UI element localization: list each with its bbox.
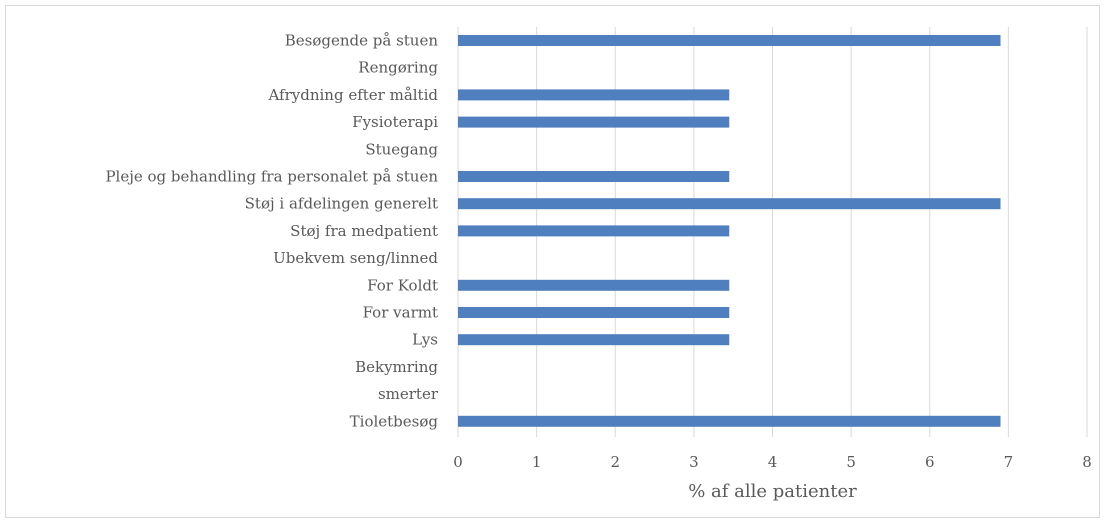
bar [458, 35, 1001, 46]
x-tick-label: 1 [532, 453, 542, 471]
x-tick-label: 8 [1082, 453, 1092, 471]
bar [458, 279, 730, 291]
bar [458, 307, 730, 318]
category-labels: Besøgende på stuen Rengøring Afrydning eft… [105, 32, 438, 431]
bar [458, 198, 1001, 210]
x-tick-label: 6 [925, 453, 935, 471]
bar [458, 415, 1001, 427]
category-label: Fysioterapi [352, 113, 438, 131]
x-axis-title: % af alle patienter [688, 481, 857, 502]
category-label: For Koldt [367, 276, 438, 294]
x-tick-label: 3 [689, 453, 699, 471]
category-label: Støj i afdelingen generelt [245, 195, 438, 213]
category-label: Stuegang [365, 140, 438, 158]
bar [458, 116, 730, 128]
bar [458, 89, 730, 101]
category-label: Støj fra medpatient [290, 222, 438, 240]
category-label: Afrydning efter måltid [267, 86, 438, 104]
category-label: Rengøring [358, 59, 438, 77]
x-tick-labels: 0 1 2 3 4 5 6 7 8 [453, 453, 1092, 471]
bars [458, 35, 1001, 427]
category-label: Tioletbesøg [350, 412, 439, 430]
category-label: Besøgende på stuen [285, 32, 439, 50]
category-label: Ubekvem seng/linned [273, 249, 438, 267]
category-label: smerter [378, 385, 439, 403]
x-tick-label: 7 [1004, 453, 1014, 471]
bar [458, 225, 730, 237]
category-label: For varmt [363, 304, 438, 322]
bar [458, 334, 730, 346]
x-tick-label: 4 [768, 453, 778, 471]
category-label: Bekymring [355, 358, 438, 376]
category-label: Lys [412, 331, 438, 349]
x-tick-label: 5 [846, 453, 856, 471]
x-tick-label: 2 [610, 453, 620, 471]
bar [458, 171, 730, 182]
category-label: Pleje og behandling fra personalet på st… [105, 168, 438, 186]
x-tick-label: 0 [453, 453, 463, 471]
